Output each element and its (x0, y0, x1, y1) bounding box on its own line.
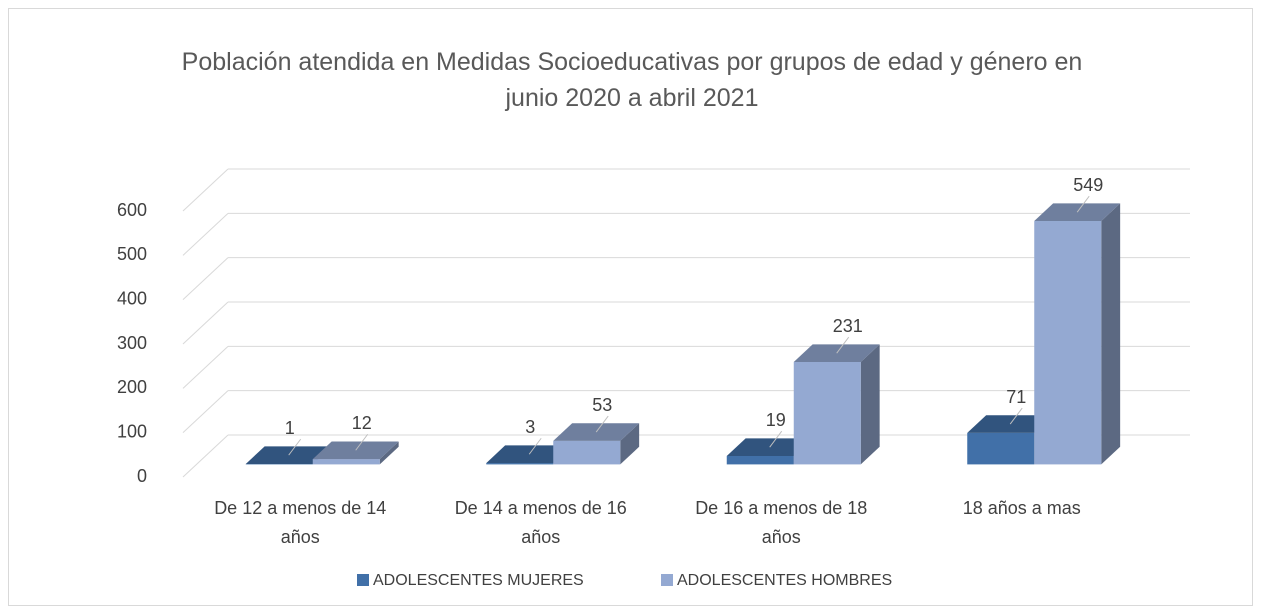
legend-swatch (357, 574, 369, 586)
grid-line (182, 168, 229, 212)
grid-line (182, 212, 229, 256)
data-label: 1 (285, 418, 295, 438)
data-label: 53 (592, 395, 612, 415)
data-label: 3 (525, 417, 535, 437)
bar-side (1101, 203, 1121, 465)
y-tick-label: 400 (117, 288, 147, 308)
grid-line (182, 390, 229, 434)
y-tick-label: 300 (117, 333, 147, 353)
grid-line (182, 257, 229, 301)
leader-line (288, 438, 302, 456)
legend-swatch (661, 574, 673, 586)
bar (793, 361, 861, 465)
leader-line (528, 437, 542, 455)
leader-line (1009, 407, 1023, 425)
data-label: 12 (352, 413, 372, 433)
bar (1034, 221, 1102, 465)
bar (312, 459, 380, 465)
data-label: 231 (833, 316, 863, 336)
y-tick-label: 600 (117, 200, 147, 220)
grid-line (182, 434, 229, 478)
y-tick-label: 200 (117, 377, 147, 397)
x-tick-label: De 12 a menos de 14 años (214, 498, 387, 547)
data-label: 19 (766, 410, 786, 430)
x-tick-label: 18 años a mas (962, 498, 1081, 518)
leader-line (355, 433, 369, 451)
x-tick-label: De 14 a menos de 16 años (454, 498, 627, 547)
data-label: 71 (1006, 387, 1026, 407)
data-label: 549 (1073, 175, 1103, 195)
chart-frame (8, 8, 1253, 606)
y-tick-label: 0 (137, 466, 147, 486)
bar (967, 432, 1035, 465)
leader-line (595, 415, 609, 433)
grid-line (182, 345, 229, 389)
leader-line (836, 336, 850, 354)
leader-line (1076, 195, 1090, 213)
bar-side (860, 344, 880, 465)
bar (553, 440, 621, 465)
legend-label: ADOLESCENTES HOMBRES (677, 572, 892, 589)
chart-title: Población atendida en Medidas Socioeduca… (181, 48, 1083, 112)
grid-line (182, 301, 229, 345)
leader-line (769, 430, 783, 448)
y-tick-label: 500 (117, 244, 147, 264)
bar (486, 463, 554, 465)
bar-side (620, 423, 640, 465)
y-tick-label: 100 (117, 421, 147, 441)
x-tick-label: De 16 a menos de 18 años (695, 498, 868, 547)
bar (726, 455, 794, 465)
bar-side (379, 441, 399, 465)
legend-label: ADOLESCENTES MUJERES (373, 572, 584, 589)
